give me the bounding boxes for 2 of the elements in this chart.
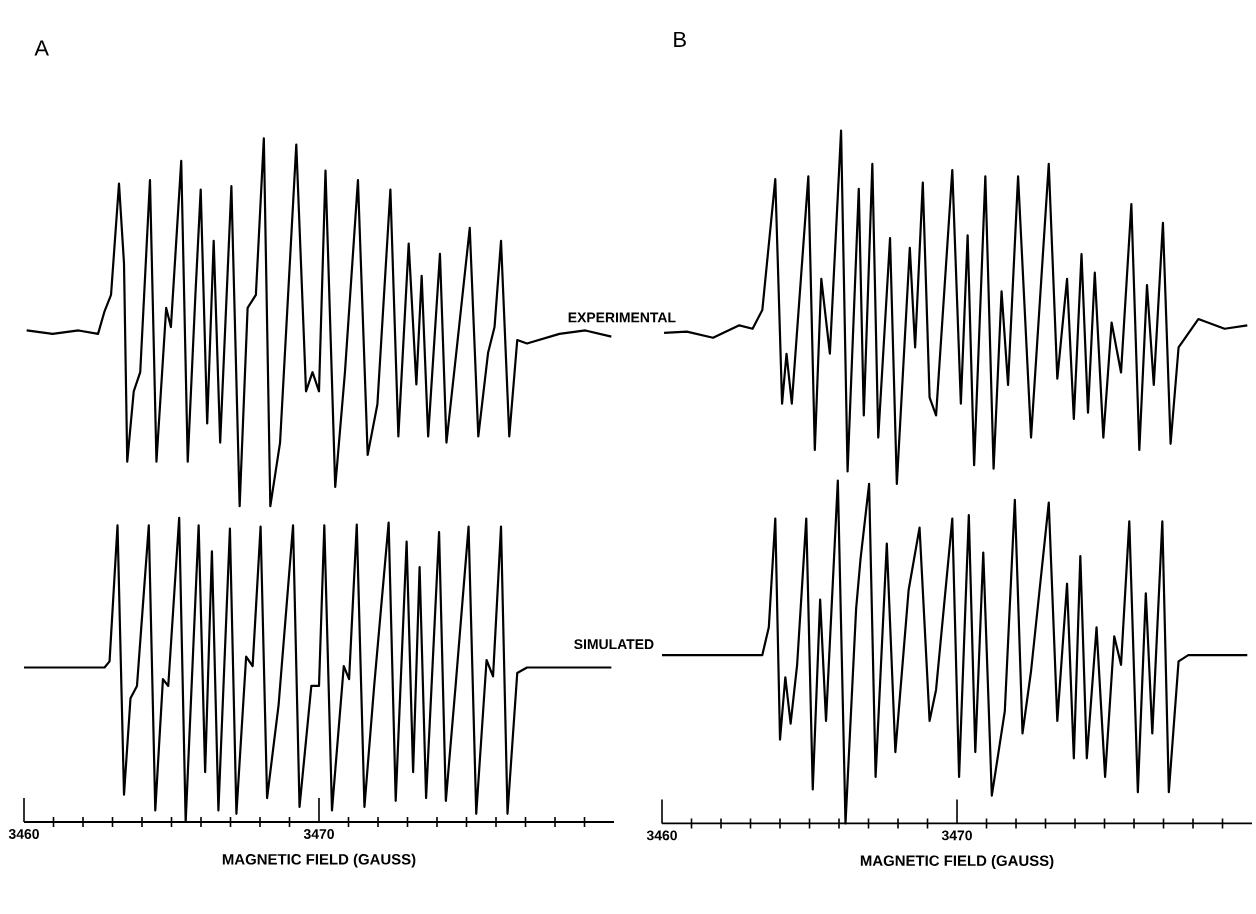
chart-title: B xyxy=(674,31,686,47)
chart-title: A xyxy=(34,40,49,56)
